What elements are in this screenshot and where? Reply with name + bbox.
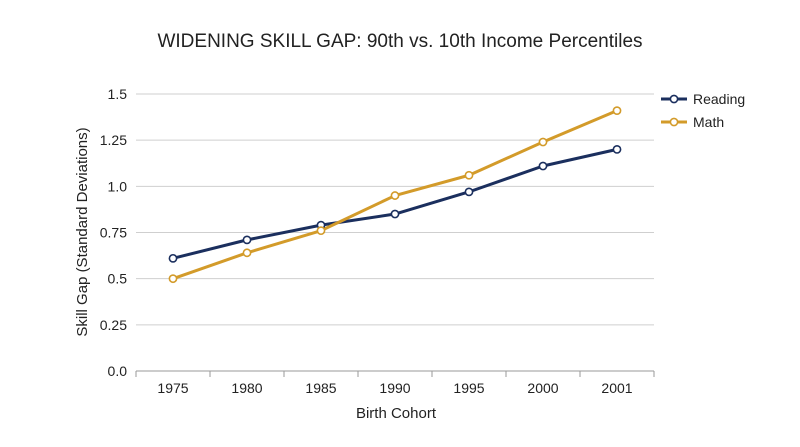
- x-tick-label: 1980: [231, 380, 262, 396]
- math-data-point: [538, 137, 548, 147]
- reading-data-point: [390, 209, 400, 219]
- y-tick-label: 1.0: [108, 178, 128, 194]
- reading-series-line: [172, 147, 618, 260]
- legend-math-label: Math: [693, 114, 724, 130]
- y-tick-label: 1.25: [100, 132, 127, 148]
- series: [168, 106, 622, 284]
- chart-title: WIDENING SKILL GAP: 90th vs. 10th Income…: [157, 31, 642, 52]
- math-data-point: [464, 170, 474, 180]
- y-tick-label: 0.75: [100, 225, 127, 241]
- math-data-point: [390, 191, 400, 200]
- math-data-point: [168, 274, 178, 284]
- x-axis-label: Birth Cohort: [356, 405, 437, 422]
- math-data-point: [242, 248, 252, 258]
- math-data-point: [316, 226, 326, 236]
- reading-data-point: [538, 161, 548, 171]
- axes: 0.0 0.25 0.5 0.75 1.0 1.25 1.5 1975 1980 1985 1990…: [100, 86, 655, 396]
- x-tick-label: 1985: [305, 380, 336, 396]
- legend-reading-label: Reading: [693, 91, 745, 107]
- reading-data-point: [242, 235, 252, 245]
- reading-data-point: [612, 144, 622, 154]
- reading-data-point: [168, 253, 178, 263]
- gridlines: [136, 93, 654, 326]
- legend: Reading Math: [661, 91, 745, 130]
- x-tick-label: 2000: [527, 380, 558, 396]
- y-tick-label: 1.5: [108, 86, 128, 102]
- y-tick-label: 0.0: [108, 363, 128, 379]
- reading-data-point: [464, 187, 474, 197]
- math-data-point: [612, 106, 622, 116]
- x-tick-label: 1975: [157, 380, 188, 396]
- y-tick-label: 0.5: [108, 271, 128, 287]
- x-tick-label: 1990: [379, 380, 410, 396]
- legend-reading-marker: [669, 94, 679, 104]
- x-tick-label: 1995: [453, 380, 484, 396]
- y-axis-label: Skill Gap (Standard Deviations): [74, 127, 91, 336]
- x-tick-label: 2001: [601, 380, 632, 396]
- y-tick-label: 0.25: [100, 317, 127, 333]
- legend-math-marker: [669, 117, 679, 127]
